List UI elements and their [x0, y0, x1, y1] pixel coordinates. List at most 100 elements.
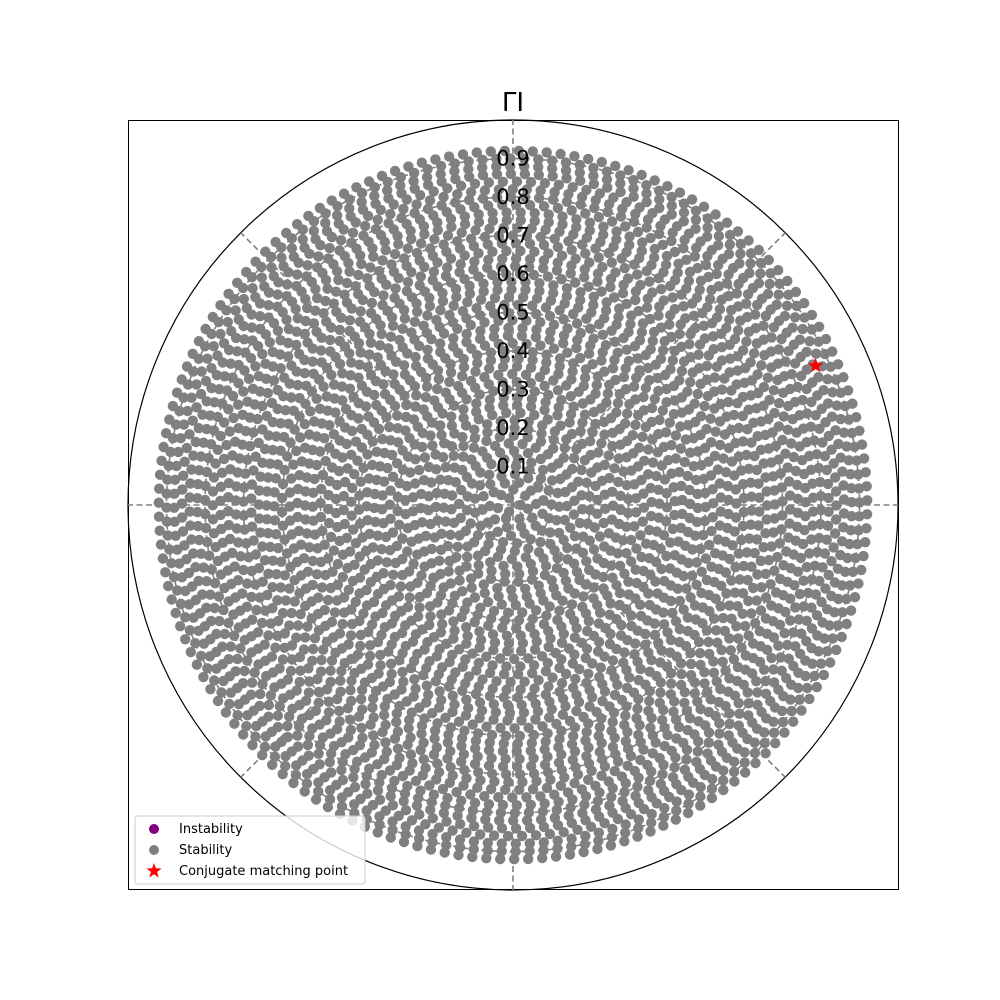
stability-point	[441, 832, 452, 843]
stability-point	[726, 613, 737, 624]
stability-point	[359, 564, 370, 575]
stability-point	[522, 503, 534, 514]
stability-point	[623, 576, 634, 587]
stability-point	[372, 530, 383, 541]
stability-point	[496, 463, 507, 474]
stability-point	[835, 413, 846, 425]
stability-point	[590, 388, 601, 399]
stability-point	[621, 480, 632, 491]
stability-point	[566, 841, 577, 852]
stability-point	[429, 532, 440, 543]
stability-point	[734, 708, 745, 719]
stability-point	[594, 787, 605, 798]
stability-point	[593, 835, 604, 846]
stability-point	[724, 229, 736, 241]
stability-point	[780, 606, 791, 618]
stability-point	[820, 333, 832, 345]
stability-point	[259, 741, 271, 753]
legend-stability-label: Stability	[179, 843, 233, 858]
stability-point	[160, 567, 171, 578]
stability-point	[677, 494, 688, 506]
stability-point	[250, 451, 261, 462]
stability-point	[435, 346, 446, 358]
stability-point	[313, 748, 324, 759]
stability-point	[555, 420, 566, 431]
stability-point	[810, 589, 821, 600]
stability-point	[202, 663, 213, 674]
stability-point	[502, 715, 513, 726]
stability-point	[291, 632, 302, 643]
legend-conjugate-marker	[146, 863, 162, 878]
stability-point	[827, 633, 838, 644]
stability-point	[288, 777, 299, 789]
stability-point	[462, 491, 473, 502]
stability-point	[232, 277, 243, 288]
stability-point	[482, 419, 493, 430]
stability-point	[569, 649, 580, 660]
stability-point	[513, 299, 524, 311]
stability-point	[666, 200, 677, 211]
stability-point	[800, 497, 811, 508]
stability-point	[267, 444, 278, 456]
stability-point	[499, 353, 510, 365]
stability-point	[409, 674, 420, 685]
stability-point	[684, 498, 696, 510]
stability-point	[207, 486, 219, 497]
stability-point	[519, 676, 530, 687]
stability-point	[374, 777, 385, 788]
stability-point	[678, 198, 690, 209]
stability-point	[601, 297, 612, 308]
stability-point	[782, 424, 793, 435]
stability-point	[510, 838, 521, 849]
stability-point	[238, 729, 249, 740]
stability-point	[741, 336, 752, 347]
stability-point	[698, 320, 709, 331]
stability-point	[377, 433, 388, 445]
stability-point	[191, 402, 202, 413]
stability-point	[710, 593, 721, 604]
stability-point	[515, 684, 526, 695]
stability-point	[296, 713, 308, 724]
stability-point	[664, 417, 675, 428]
stability-point	[363, 473, 375, 484]
stability-point	[250, 361, 261, 372]
stability-point	[425, 804, 436, 815]
stability-point	[695, 411, 707, 422]
stability-point	[176, 572, 188, 583]
stability-point	[705, 694, 716, 705]
stability-point	[180, 585, 191, 597]
stability-point	[838, 372, 849, 383]
stability-point	[657, 769, 668, 780]
stability-point	[205, 410, 216, 421]
stability-point	[628, 191, 639, 202]
stability-point	[428, 572, 439, 583]
stability-point	[288, 251, 300, 262]
stability-point	[403, 723, 414, 734]
stability-point	[748, 348, 760, 359]
stability-point	[377, 726, 388, 738]
stability-point	[568, 401, 579, 412]
stability-point	[810, 348, 822, 359]
stability-point	[598, 571, 609, 583]
stability-point	[597, 329, 608, 340]
stability-point	[856, 439, 868, 450]
stability-point	[621, 344, 632, 355]
stability-point	[272, 630, 283, 641]
stability-point	[172, 585, 183, 596]
stability-point	[270, 741, 281, 752]
stability-point	[302, 302, 313, 314]
stability-point	[632, 226, 644, 238]
stability-point	[515, 384, 527, 395]
stability-point	[578, 591, 589, 602]
stability-point	[675, 443, 687, 454]
stability-point	[498, 738, 509, 749]
stability-point	[475, 520, 486, 531]
stability-point	[611, 643, 622, 655]
stability-point	[345, 714, 356, 725]
stability-point	[735, 248, 746, 259]
stability-point	[351, 182, 362, 193]
stability-point	[281, 227, 292, 239]
stability-point	[388, 569, 399, 580]
stability-point	[170, 607, 181, 619]
stability-point	[620, 221, 631, 232]
